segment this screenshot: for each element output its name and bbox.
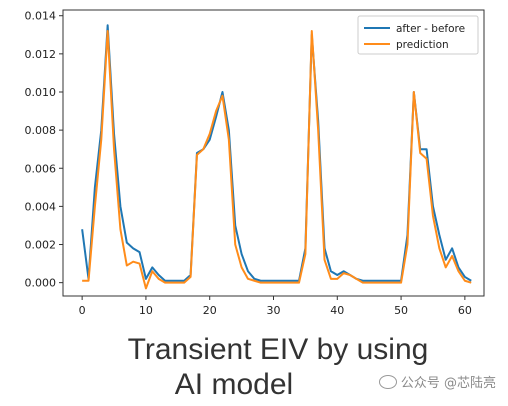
legend: after - before prediction <box>357 15 479 55</box>
y-tick-label: 0.006 <box>25 162 57 175</box>
axis-ticks: 0.000 0.002 0.004 0.006 0.008 0.010 0.012 0.014… <box>25 10 472 317</box>
legend-label-prediction: prediction <box>396 39 449 51</box>
x-tick-label: 30 <box>267 304 281 317</box>
x-tick-label: 10 <box>139 304 153 317</box>
y-tick-label: 0.012 <box>25 48 57 61</box>
y-tick-label: 0.004 <box>25 200 57 213</box>
line-chart: 0.000 0.002 0.004 0.006 0.008 0.010 0.012 0.014… <box>25 9 485 317</box>
y-tick-label: 0.000 <box>25 277 57 290</box>
series-line-prediction <box>82 29 472 290</box>
x-tick-label: 50 <box>394 304 408 317</box>
watermark-text: 公众号 @芯陆亮 <box>400 376 496 391</box>
caption-line-2: AI model <box>174 368 294 401</box>
legend-label-after-before: after - before <box>396 23 465 35</box>
series-line-after-before <box>81 24 472 282</box>
x-tick-label: 40 <box>330 304 344 317</box>
y-tick-label: 0.014 <box>25 10 57 23</box>
wechat-icon <box>378 375 397 389</box>
y-tick-label: 0.008 <box>25 124 57 137</box>
x-tick-label: 0 <box>79 304 86 317</box>
caption-line-1: Transient EIV by using <box>127 333 429 366</box>
y-tick-label: 0.010 <box>25 86 57 99</box>
x-tick-label: 20 <box>203 304 217 317</box>
watermark: 公众号 @芯陆亮 <box>378 372 496 391</box>
x-tick-label: 60 <box>458 304 472 317</box>
y-tick-label: 0.002 <box>25 239 57 252</box>
series-lines <box>81 24 472 290</box>
